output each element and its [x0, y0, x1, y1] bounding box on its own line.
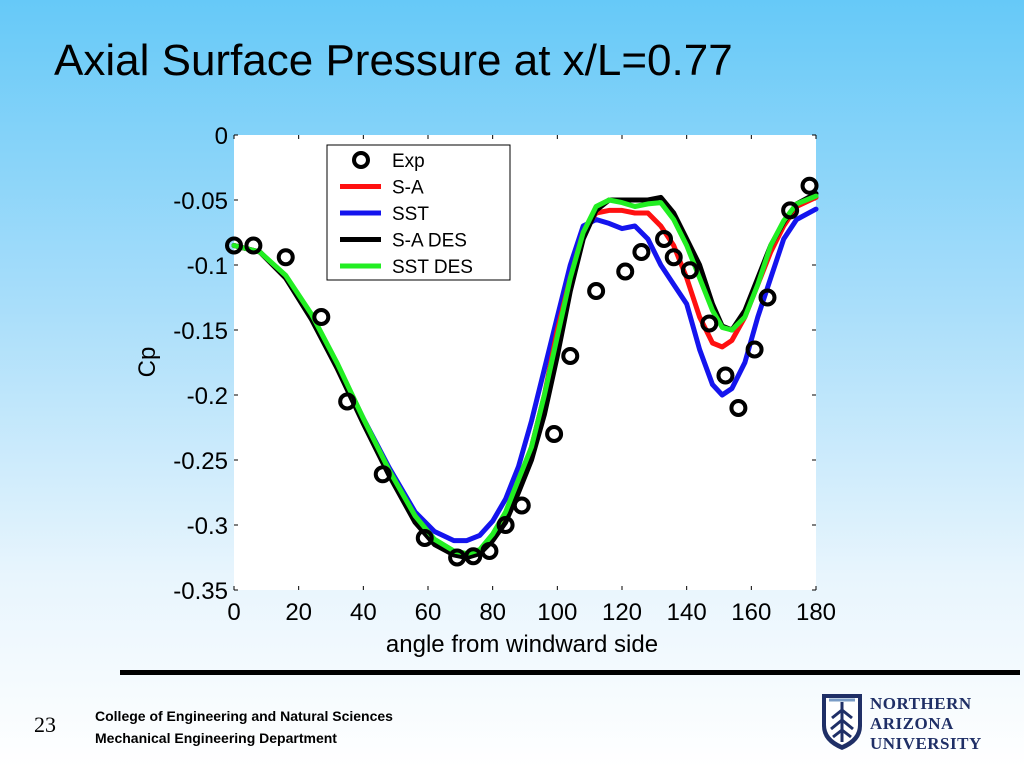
- exp-data-point: [716, 366, 735, 385]
- legend-label: SST: [392, 204, 429, 225]
- exp-data-point: [448, 548, 467, 567]
- logo-text-northern: NORTHERN: [870, 694, 972, 713]
- y-tick-label: -0.35: [173, 578, 228, 605]
- exp-data-point: [680, 261, 699, 280]
- exp-data-point: [373, 465, 392, 484]
- exp-data-point: [758, 288, 777, 307]
- exp-data-point: [664, 248, 683, 267]
- x-tick-label: 100: [537, 599, 577, 626]
- slide-title: Axial Surface Pressure at x/L=0.77: [54, 36, 733, 85]
- exp-data-point: [312, 308, 331, 326]
- y-tick-label: -0.05: [173, 188, 228, 215]
- x-tick-label: 20: [285, 599, 312, 626]
- logo-text-arizona: ARIZONA: [870, 714, 954, 733]
- x-tick-label: 60: [415, 599, 442, 626]
- exp-data-point: [745, 340, 764, 359]
- exp-data-point: [632, 243, 651, 261]
- exp-data-point: [512, 496, 531, 515]
- x-axis-label: angle from windward side: [386, 631, 658, 658]
- x-tick-label: 120: [602, 599, 642, 626]
- legend-label: Exp: [392, 151, 425, 172]
- exp-data-point: [781, 201, 800, 220]
- exp-data-point: [338, 392, 357, 411]
- exp-data-point: [800, 176, 819, 195]
- exp-data-point: [587, 282, 606, 300]
- exp-markers: [225, 176, 819, 567]
- y-tick-label: -0.25: [173, 448, 228, 475]
- x-tick-label: 0: [227, 599, 240, 626]
- y-tick-label: -0.15: [173, 318, 228, 345]
- series-lines: [231, 191, 819, 560]
- exp-data-point: [545, 425, 564, 443]
- exp-data-point: [464, 547, 483, 566]
- exp-data-point: [480, 542, 499, 560]
- exp-data-point: [496, 516, 515, 534]
- legend-marker-exp: [352, 151, 370, 169]
- exp-data-point: [700, 314, 719, 333]
- y-tick-label: -0.3: [187, 513, 228, 540]
- x-tick-label: 180: [796, 599, 836, 626]
- exp-data-point: [655, 230, 674, 248]
- cp-line-chart: 0 20 40 60 80 100 120 140 160 180 0 -0.05 -0.1 -0.15 -…: [134, 123, 836, 658]
- exp-data-point: [616, 262, 635, 281]
- y-tick-label: -0.1: [187, 253, 228, 280]
- footer-divider: [120, 670, 1020, 675]
- legend: Exp S-A SST S-A DES SST DES: [326, 144, 511, 281]
- x-tick-label: 160: [731, 599, 771, 626]
- legend-label: S-A DES: [392, 231, 467, 252]
- footer-department: Mechanical Engineering Department: [95, 730, 337, 746]
- axes: 0 20 40 60 80 100 120 140 160 180 0 -0.05 -0.1 -0.15 -…: [173, 123, 836, 626]
- exp-data-point: [225, 236, 243, 255]
- exp-data-point: [415, 529, 434, 547]
- nau-shield-logo-icon: [822, 694, 862, 750]
- logo-text-university: UNIVERSITY: [870, 734, 982, 753]
- plot-area: [234, 135, 816, 590]
- footer-college: College of Engineering and Natural Scien…: [95, 708, 393, 724]
- series-line-sst-des: [231, 193, 819, 557]
- y-axis-label: Cp: [134, 347, 161, 378]
- exp-data-point: [729, 399, 748, 417]
- y-tick-label: 0: [215, 123, 228, 150]
- y-tick-label: -0.2: [187, 383, 228, 410]
- exp-data-point: [276, 248, 295, 267]
- legend-label: S-A: [392, 178, 424, 199]
- x-tick-label: 80: [479, 599, 506, 626]
- slide-number: 23: [34, 712, 56, 737]
- legend-label: SST DES: [392, 257, 473, 278]
- exp-data-point: [561, 347, 580, 365]
- x-tick-label: 40: [350, 599, 377, 626]
- x-tick-label: 140: [667, 599, 707, 626]
- exp-data-point: [244, 236, 263, 255]
